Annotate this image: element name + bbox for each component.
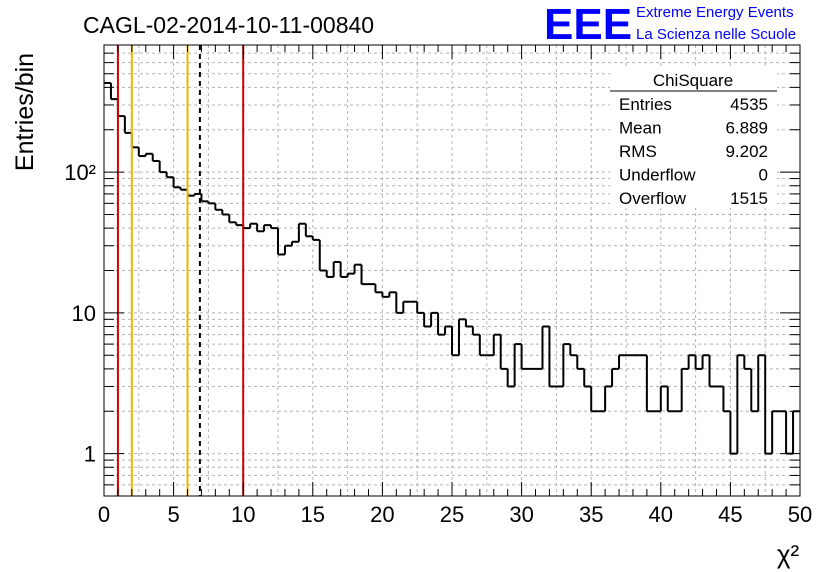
stats-row-label: RMS xyxy=(619,142,657,161)
x-tick-label: 45 xyxy=(718,502,742,527)
chart-title: CAGL-02-2014-10-11-00840 xyxy=(83,12,374,38)
stats-row-label: Underflow xyxy=(619,166,696,185)
stats-row-value: 1515 xyxy=(730,189,768,208)
y-axis-label: Entries/bin xyxy=(11,53,39,171)
stats-row-label: Entries xyxy=(619,95,672,114)
eee-logo: EEE Extreme Energy Events La Scienza nel… xyxy=(544,0,796,49)
logo-line2: La Scienza nelle Scuole xyxy=(636,26,796,43)
y-tick-label: 10 xyxy=(72,301,96,326)
logo-letters: EEE xyxy=(544,0,632,49)
x-tick-label: 25 xyxy=(440,502,464,527)
stats-row-value: 9.202 xyxy=(725,142,768,161)
x-tick-label: 35 xyxy=(579,502,603,527)
x-tick-label: 30 xyxy=(509,502,533,527)
stats-row-value: 4535 xyxy=(730,95,768,114)
x-tick-label: 15 xyxy=(301,502,325,527)
stats-row-value: 6.889 xyxy=(725,119,768,138)
y-tick-label: 10² xyxy=(64,160,96,185)
stats-box: ChiSquare Entries 4535 Mean 6.889 RMS 9.202 Un… xyxy=(610,68,777,208)
grid-lines xyxy=(104,45,800,496)
y-tick-label: 1 xyxy=(84,442,96,467)
axes: 0 5 10 15 20 25 30 35 40 45 50 1 10 10² xyxy=(64,45,812,527)
x-tick-label: 10 xyxy=(231,502,255,527)
stats-box-rows: Entries 4535 Mean 6.889 RMS 9.202 Underflow 0 Ov… xyxy=(619,95,768,208)
x-tick-label: 40 xyxy=(649,502,673,527)
stats-row-label: Mean xyxy=(619,119,662,138)
stats-row-value: 0 xyxy=(759,166,768,185)
logo-line1: Extreme Energy Events xyxy=(636,4,794,21)
x-axis-label: χ² xyxy=(777,539,800,569)
marker-lines xyxy=(116,45,245,496)
stats-box-title: ChiSquare xyxy=(653,71,733,90)
x-tick-label: 20 xyxy=(370,502,394,527)
stats-row-label: Overflow xyxy=(619,189,687,208)
x-tick-label: 5 xyxy=(167,502,179,527)
histogram xyxy=(104,81,800,455)
x-tick-label: 50 xyxy=(788,502,812,527)
x-tick-label: 0 xyxy=(98,502,110,527)
